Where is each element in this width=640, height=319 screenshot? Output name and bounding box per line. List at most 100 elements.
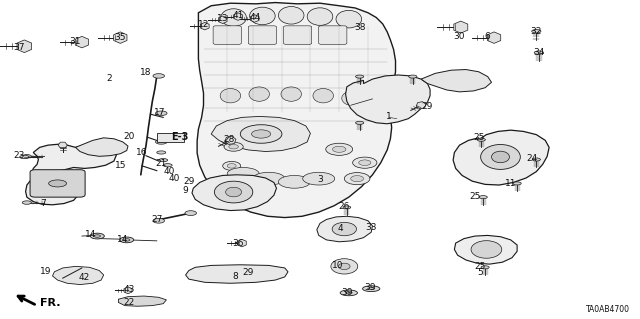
Text: 18: 18 — [140, 68, 152, 77]
Ellipse shape — [278, 175, 310, 188]
Text: 26: 26 — [339, 202, 350, 211]
Ellipse shape — [356, 75, 364, 78]
Text: 39: 39 — [364, 283, 376, 292]
Ellipse shape — [303, 172, 335, 185]
Text: 19: 19 — [40, 267, 52, 276]
Polygon shape — [192, 175, 276, 211]
Ellipse shape — [409, 75, 417, 78]
Ellipse shape — [223, 161, 241, 170]
Text: 10: 10 — [332, 261, 344, 270]
Text: TA0AB4700: TA0AB4700 — [586, 305, 630, 314]
Ellipse shape — [534, 51, 543, 54]
Ellipse shape — [333, 146, 346, 152]
Polygon shape — [317, 216, 372, 242]
Ellipse shape — [156, 111, 167, 115]
Ellipse shape — [532, 158, 540, 161]
Ellipse shape — [332, 222, 356, 236]
Text: 1: 1 — [387, 112, 392, 121]
Ellipse shape — [22, 201, 31, 204]
Polygon shape — [345, 292, 353, 294]
Text: 27: 27 — [151, 215, 163, 224]
Polygon shape — [211, 116, 310, 152]
Ellipse shape — [362, 286, 380, 292]
Ellipse shape — [353, 157, 377, 168]
Ellipse shape — [157, 151, 166, 154]
Ellipse shape — [358, 160, 371, 166]
Polygon shape — [118, 296, 166, 306]
Text: 29: 29 — [183, 177, 195, 186]
Text: 16: 16 — [136, 148, 148, 157]
Ellipse shape — [90, 233, 104, 239]
Ellipse shape — [249, 87, 269, 101]
Text: 13: 13 — [217, 14, 228, 23]
Ellipse shape — [313, 88, 333, 103]
Polygon shape — [237, 239, 246, 247]
Ellipse shape — [156, 140, 167, 144]
Ellipse shape — [356, 121, 364, 124]
Ellipse shape — [224, 142, 243, 151]
Text: E-3: E-3 — [172, 132, 189, 142]
Polygon shape — [421, 70, 492, 92]
Ellipse shape — [331, 259, 358, 274]
FancyBboxPatch shape — [157, 133, 184, 142]
Ellipse shape — [226, 187, 242, 197]
Ellipse shape — [477, 138, 485, 141]
Ellipse shape — [340, 290, 357, 296]
Ellipse shape — [22, 155, 31, 158]
Text: 8: 8 — [233, 272, 238, 281]
FancyBboxPatch shape — [248, 26, 276, 44]
Polygon shape — [416, 102, 426, 109]
Text: 32: 32 — [531, 27, 542, 36]
Text: 44: 44 — [249, 13, 260, 22]
Text: 40: 40 — [168, 174, 180, 182]
Text: 31: 31 — [70, 37, 81, 46]
Ellipse shape — [124, 239, 130, 241]
Ellipse shape — [153, 74, 164, 78]
Text: 17: 17 — [154, 108, 166, 117]
Text: 15: 15 — [115, 161, 126, 170]
Polygon shape — [76, 138, 128, 156]
Ellipse shape — [227, 164, 236, 168]
Text: 7: 7 — [41, 199, 46, 208]
Ellipse shape — [163, 164, 172, 167]
Ellipse shape — [159, 159, 168, 162]
Ellipse shape — [307, 8, 333, 26]
Ellipse shape — [20, 155, 29, 159]
Text: 38: 38 — [354, 23, 365, 32]
Polygon shape — [346, 75, 430, 124]
Text: 40: 40 — [164, 167, 175, 176]
Polygon shape — [218, 16, 227, 24]
Text: 14: 14 — [117, 235, 129, 244]
Text: 24: 24 — [527, 154, 538, 163]
Text: 30: 30 — [454, 32, 465, 41]
Text: 36: 36 — [232, 239, 244, 248]
Text: 29: 29 — [243, 268, 254, 277]
Polygon shape — [454, 21, 468, 33]
Ellipse shape — [153, 218, 164, 223]
Text: 23: 23 — [13, 151, 25, 160]
Polygon shape — [367, 288, 375, 290]
Text: 35: 35 — [115, 33, 126, 42]
Ellipse shape — [252, 130, 271, 138]
Text: 25: 25 — [473, 133, 484, 142]
Ellipse shape — [343, 206, 351, 209]
Text: 29: 29 — [422, 102, 433, 111]
Text: 21: 21 — [156, 159, 167, 168]
Ellipse shape — [220, 88, 241, 103]
FancyBboxPatch shape — [213, 26, 241, 44]
Text: 41: 41 — [232, 11, 244, 20]
Text: 11: 11 — [505, 179, 516, 188]
Polygon shape — [225, 136, 236, 145]
Ellipse shape — [253, 172, 285, 185]
Text: 43: 43 — [124, 285, 135, 294]
Text: 9: 9 — [183, 186, 188, 195]
Text: 28: 28 — [223, 135, 235, 144]
Text: 12: 12 — [198, 20, 209, 29]
Polygon shape — [186, 265, 288, 283]
Ellipse shape — [479, 196, 487, 199]
Ellipse shape — [344, 173, 370, 185]
Polygon shape — [454, 235, 517, 264]
Text: 14: 14 — [85, 230, 97, 239]
Text: FR.: FR. — [40, 298, 60, 308]
Polygon shape — [26, 144, 116, 205]
